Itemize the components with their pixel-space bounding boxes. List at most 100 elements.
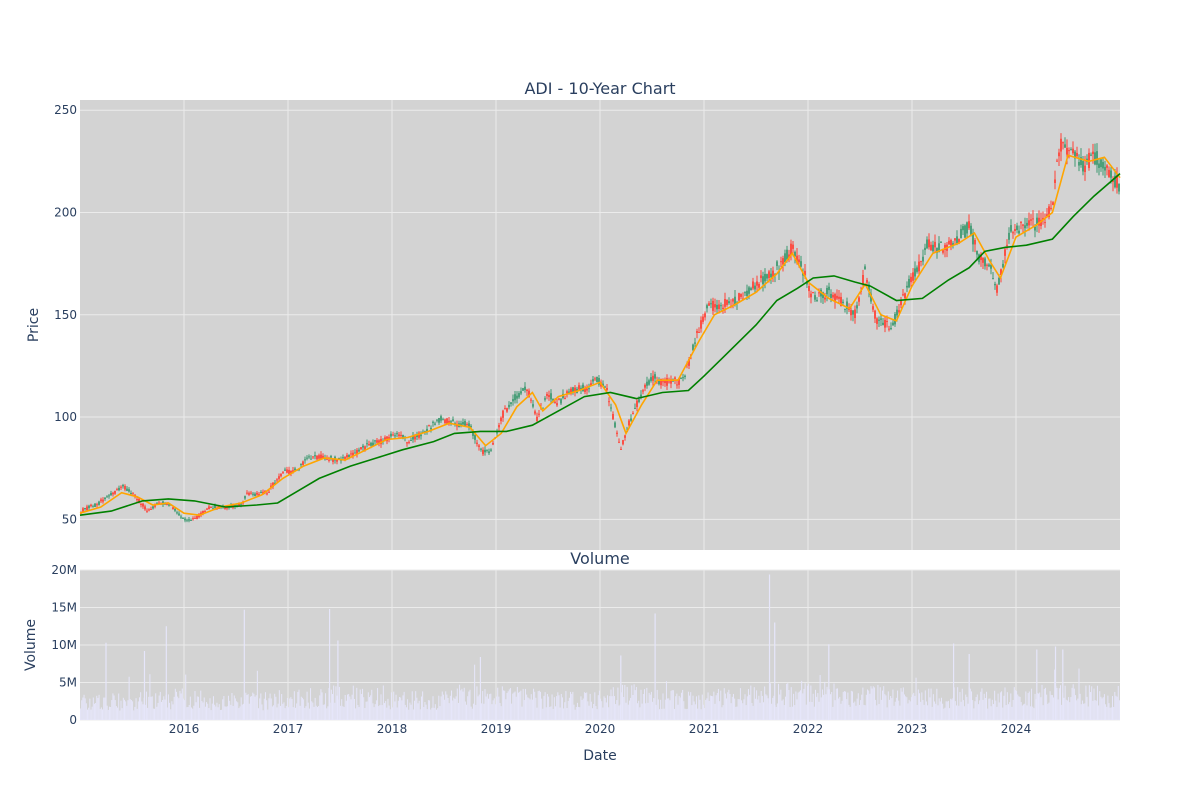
candle-body	[146, 510, 148, 512]
volume-bar	[600, 698, 602, 720]
candle-body	[564, 397, 566, 399]
candle-body	[350, 453, 352, 455]
candle-body	[1070, 149, 1072, 151]
volume-bar	[812, 693, 814, 720]
volume-bar	[564, 702, 566, 720]
candle-body	[594, 378, 596, 380]
volume-bar	[1116, 696, 1118, 720]
volume-bar	[1048, 702, 1050, 720]
volume-bar	[840, 703, 842, 720]
volume-bar	[330, 689, 332, 720]
candle-body	[118, 487, 120, 491]
volume-bar	[418, 700, 420, 720]
candle-body	[746, 290, 748, 296]
candle-body	[1020, 222, 1022, 224]
volume-bar	[618, 705, 620, 720]
volume-bar	[675, 696, 677, 720]
volume-bar	[122, 697, 124, 720]
candle-body	[276, 479, 278, 481]
volume-bar	[478, 694, 480, 720]
volume-bars	[80, 574, 1120, 720]
candle-body	[750, 288, 752, 291]
candle-body	[1072, 148, 1074, 154]
volume-bar	[186, 707, 188, 720]
volume-bar	[318, 705, 320, 720]
candle-body	[706, 305, 708, 309]
volume-bar	[308, 708, 310, 720]
volume-bar	[994, 690, 996, 720]
volume-bar	[164, 699, 166, 720]
volume-bar	[173, 696, 175, 720]
volume-bar	[1079, 693, 1081, 720]
candle-body	[980, 254, 982, 261]
volume-bar	[541, 698, 543, 720]
volume-bar	[370, 695, 372, 720]
volume-bar	[381, 705, 383, 720]
candle-body	[684, 375, 686, 378]
candle-body	[484, 449, 486, 453]
candle-body	[144, 506, 146, 510]
volume-bar	[778, 683, 780, 720]
candle-body	[990, 264, 992, 269]
volume-bar	[527, 697, 529, 720]
volume-bar	[661, 708, 663, 720]
volume-bar	[108, 706, 110, 720]
candle-body	[1082, 161, 1084, 172]
volume-bar	[417, 703, 419, 720]
candle-body	[328, 459, 330, 461]
candle-body	[800, 261, 802, 267]
volume-bar	[200, 690, 202, 720]
volume-bar	[683, 701, 685, 720]
candle-body	[136, 499, 138, 501]
date-x-tick: 2024	[1001, 722, 1032, 736]
volume-bar	[154, 708, 156, 720]
volume-bar	[1040, 697, 1042, 720]
volume-bar	[462, 691, 464, 720]
candle-body	[156, 503, 158, 505]
volume-bar	[189, 696, 191, 720]
volume-bar	[530, 694, 532, 720]
volume-bar	[83, 694, 85, 720]
volume-bar	[331, 693, 333, 720]
volume-bar	[248, 703, 250, 720]
volume-bar	[433, 707, 435, 720]
candle-body	[676, 384, 678, 386]
candle-body	[794, 251, 796, 257]
volume-bar	[743, 699, 745, 720]
candle-body	[628, 420, 630, 426]
volume-bar	[529, 699, 531, 720]
volume-bar	[349, 696, 351, 720]
candle-body	[938, 243, 940, 252]
volume-bar	[568, 697, 570, 720]
candle-body	[510, 402, 512, 405]
volume-bar	[396, 707, 398, 720]
volume-bar	[490, 693, 492, 720]
volume-bar	[231, 692, 233, 720]
volume-bar	[843, 691, 845, 720]
candle-body	[782, 258, 784, 265]
volume-bar	[338, 686, 340, 720]
volume-bar	[804, 683, 806, 720]
volume-bar	[134, 706, 136, 720]
volume-bar	[501, 686, 503, 720]
candle-body	[982, 257, 984, 263]
candle-body	[612, 413, 614, 420]
candle-body	[668, 381, 670, 383]
volume-bar	[699, 699, 701, 720]
candle-body	[318, 455, 320, 459]
volume-bar	[1059, 685, 1061, 720]
volume-bar	[383, 703, 385, 720]
volume-bar	[498, 696, 500, 720]
volume-bar	[225, 706, 227, 720]
volume-bar	[90, 709, 92, 720]
volume-bar	[514, 691, 516, 720]
candle-body	[120, 486, 122, 488]
candle-body	[716, 304, 718, 310]
volume-bar	[723, 688, 725, 720]
candle-body	[826, 288, 828, 295]
volume-bar	[746, 696, 748, 720]
volume-bar	[150, 696, 152, 720]
volume-bar	[300, 696, 302, 720]
volume-bar	[263, 698, 265, 720]
volume-bar	[344, 694, 346, 720]
